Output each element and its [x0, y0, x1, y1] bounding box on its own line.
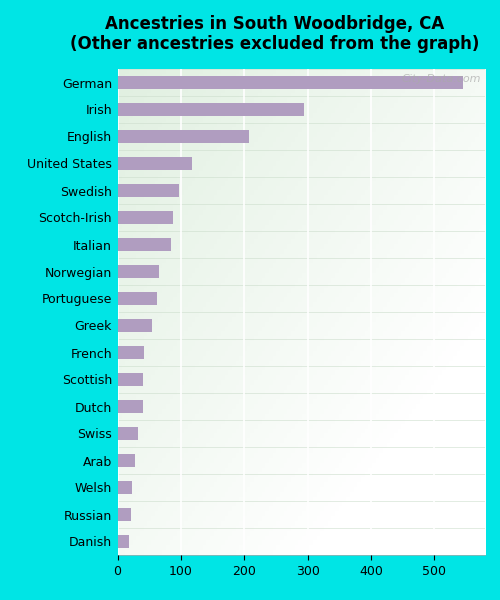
Bar: [118, 427, 139, 440]
Bar: [118, 346, 144, 359]
Bar: [118, 481, 132, 494]
Bar: [118, 319, 152, 332]
Bar: [118, 103, 304, 116]
Bar: [118, 238, 172, 251]
Bar: [118, 76, 463, 89]
Text: (Other ancestries excluded from the graph): (Other ancestries excluded from the grap…: [70, 35, 480, 53]
Bar: [118, 454, 134, 467]
Bar: [118, 535, 129, 548]
Bar: [118, 265, 158, 278]
Bar: [118, 508, 132, 521]
Bar: [118, 400, 143, 413]
Bar: [118, 211, 174, 224]
Bar: [118, 292, 158, 305]
Bar: [118, 157, 192, 170]
Bar: [118, 184, 179, 197]
Bar: [118, 130, 250, 143]
Text: Ancestries in South Woodbridge, CA: Ancestries in South Woodbridge, CA: [106, 15, 444, 33]
Bar: [118, 373, 143, 386]
Text: City-Data.com: City-Data.com: [402, 74, 481, 84]
